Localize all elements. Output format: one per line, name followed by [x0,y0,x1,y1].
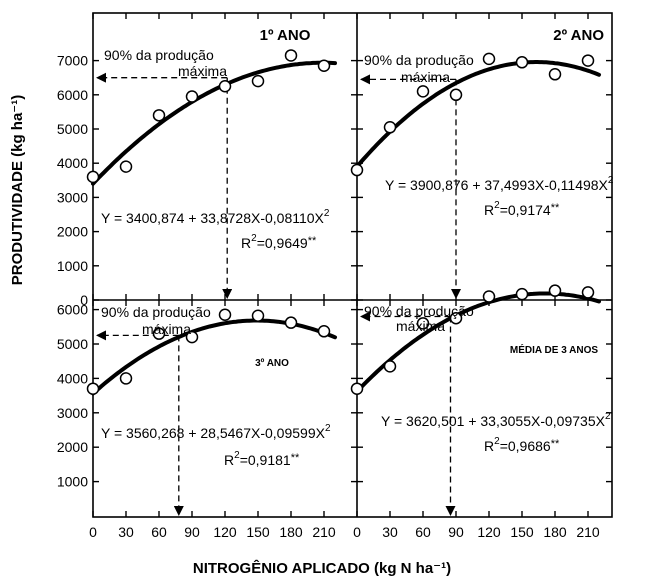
data-point [317,59,331,72]
r-squared: R2=0,9649** [241,233,317,251]
annotation-line2: máxima [401,69,450,85]
x-tick-label: 150 [246,524,270,540]
x-axis-label: NITROGÊNIO APLICADO (kg N ha⁻¹) [193,559,451,577]
regression-equation: Y = 3900,876 + 37,4993X-0,11498X2 [385,175,614,193]
x-tick-label: 180 [543,524,567,540]
data-point [119,372,133,385]
data-point [482,52,496,66]
plot-frame [92,12,613,518]
data-point [350,382,364,395]
data-point [251,309,265,323]
x-tick-label: 150 [510,524,534,540]
x-tick-label: 30 [382,524,398,540]
data-point [185,330,199,344]
regression-equation: Y = 3400,874 + 33,8728X-0,08110X2 [101,208,330,226]
x-tick-label: 60 [151,524,167,540]
x-tick-label: 0 [353,524,361,540]
y-tick-label: 6000 [57,302,88,318]
y-tick-label: 6000 [57,87,88,103]
y-tick-label: 7000 [57,53,88,69]
x-tick-label: 210 [312,524,336,540]
x-tick-label: 210 [576,524,600,540]
data-point [416,85,430,98]
x-tick-label: 90 [448,524,464,540]
r-squared: R2=0,9174** [484,200,560,218]
data-point [185,90,199,103]
y-tick-label: 1000 [57,258,88,274]
annotation-line1: 90% da produção [101,304,211,320]
y-tick-label: 3000 [57,189,88,205]
data-point [86,382,100,395]
regression-equation: Y = 3560,268 + 28,5467X-0,09599X2 [101,423,331,441]
y-axis-label: PRODUTIVIDADE (kg ha⁻¹) [9,95,26,285]
panel-title: 1º ANO [260,27,311,44]
data-point [86,170,100,184]
data-point [581,286,595,299]
annotation-line2: máxima [178,63,227,79]
data-point [284,316,298,329]
data-point [383,360,397,373]
y-tick-label: 5000 [57,121,88,137]
data-point [383,121,397,134]
annotation-line1: 90% da produção [104,47,214,63]
y-tick-label: 2000 [57,439,88,455]
data-point [548,284,562,297]
x-tick-label: 60 [415,524,431,540]
panel-title: 2º ANO [553,27,604,44]
y-tick-label: 2000 [57,224,88,240]
data-point [548,68,562,81]
y-tick-label: 1000 [57,474,88,490]
data-point [284,49,298,62]
panel-title: MÉDIA DE 3 ANOS [510,343,598,356]
x-tick-label: 0 [89,524,97,540]
data-point [482,290,496,303]
data-point [449,311,463,325]
r-squared: R2=0,9686** [484,436,560,454]
data-point [515,56,529,69]
data-point [218,308,232,322]
x-tick-label: 120 [213,524,237,540]
r-squared: R2=0,9181** [224,450,300,468]
y-tick-label: 4000 [57,370,88,386]
data-point [152,327,166,340]
axis-ticks [92,13,612,517]
x-tick-label: 30 [118,524,134,540]
panel-title: 3º ANO [255,358,289,369]
y-tick-label: 4000 [57,155,88,171]
axis-tick-labels: 0100020003000400050006000700010002000300… [57,53,600,540]
data-point [152,109,166,122]
data-point [416,317,430,330]
annotation-line2: máxima [396,318,445,334]
data-point [317,325,331,338]
annotation-line1: 90% da produção [364,52,474,68]
data-point [515,287,529,301]
data-point [251,74,265,88]
fit-curve [355,60,601,169]
regression-equation: Y = 3620,501 + 33,3055X-0,09735X2 [381,411,611,429]
x-tick-label: 90 [184,524,200,540]
data-point [350,163,364,177]
annotation-line1: 90% da produção [364,303,474,319]
x-tick-label: 120 [477,524,501,540]
y-tick-label: 0 [80,292,88,308]
x-tick-label: 180 [279,524,303,540]
y-tick-label: 3000 [57,405,88,421]
data-point [218,80,232,93]
annotation-line2: máxima [142,321,191,337]
data-point [449,88,463,102]
data-point [581,54,595,67]
fit-curve [91,60,337,186]
data-point [119,160,133,173]
y-tick-label: 5000 [57,336,88,352]
